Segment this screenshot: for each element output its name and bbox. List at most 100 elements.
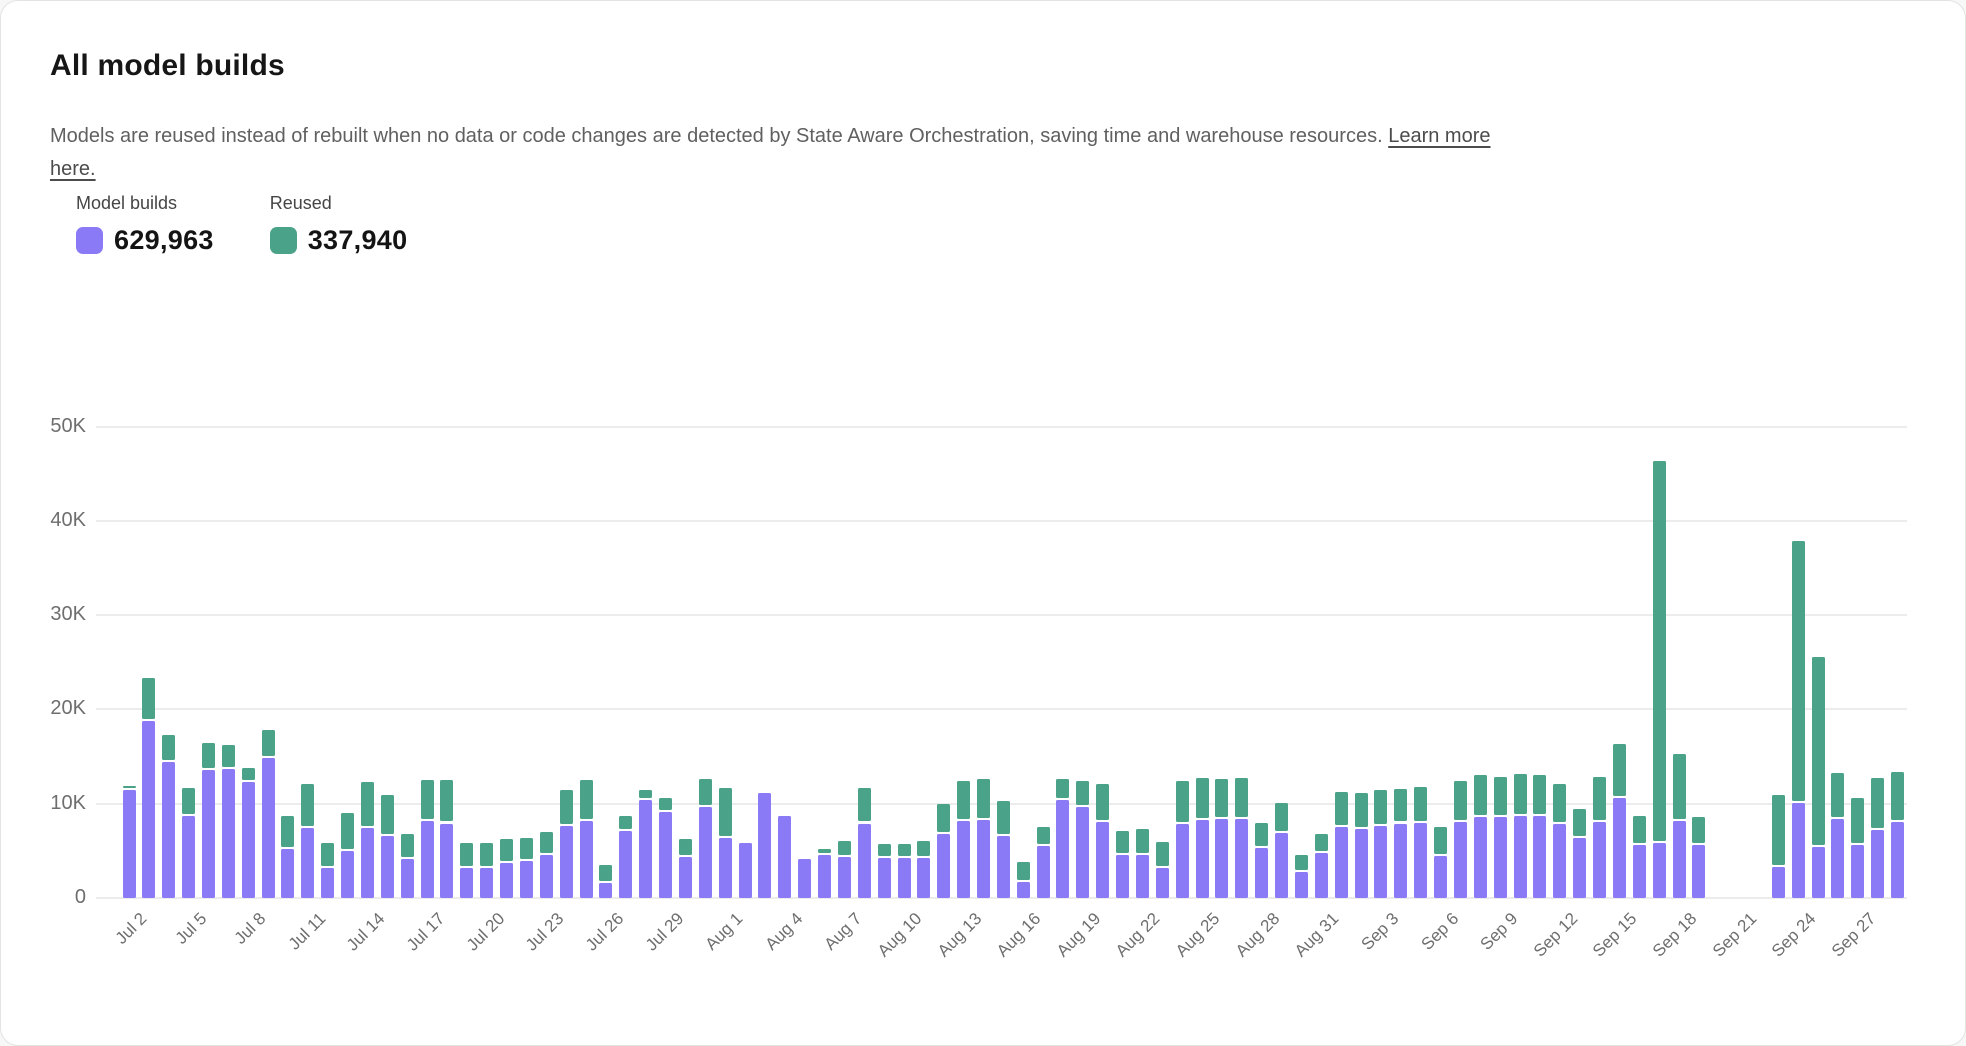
bar-builds-aug-4[interactable] — [778, 815, 792, 898]
bar-builds-aug-21[interactable] — [1116, 854, 1130, 898]
bar-reused-sep-2[interactable] — [1354, 793, 1368, 828]
bar-builds-jul-29[interactable] — [659, 812, 673, 898]
bar-reused-sep-11[interactable] — [1533, 775, 1547, 814]
bar-builds-aug-6[interactable] — [818, 854, 832, 898]
bar-reused-jul-14[interactable] — [360, 781, 374, 827]
bar-reused-aug-6[interactable] — [818, 848, 832, 853]
learn-more-link[interactable]: Learn more here. — [50, 125, 1491, 180]
bar-builds-aug-31[interactable] — [1314, 852, 1328, 898]
bar-reused-aug-28[interactable] — [1255, 823, 1269, 846]
bar-reused-aug-27[interactable] — [1235, 778, 1249, 817]
bar-builds-sep-15[interactable] — [1612, 798, 1626, 898]
bar-reused-jul-29[interactable] — [659, 797, 673, 811]
bar-builds-aug-16[interactable] — [1016, 881, 1030, 898]
bar-reused-sep-16[interactable] — [1632, 815, 1646, 844]
bar-builds-jul-3[interactable] — [142, 720, 156, 898]
bar-builds-jul-25[interactable] — [579, 820, 593, 898]
bar-builds-aug-17[interactable] — [1036, 846, 1050, 898]
bar-builds-sep-6[interactable] — [1434, 855, 1448, 898]
bar-reused-jul-28[interactable] — [639, 790, 653, 798]
bar-builds-sep-2[interactable] — [1354, 829, 1368, 898]
bar-reused-sep-27[interactable] — [1851, 797, 1865, 844]
bar-builds-jul-21[interactable] — [500, 863, 514, 898]
bar-reused-jul-3[interactable] — [142, 678, 156, 719]
bar-builds-jul-6[interactable] — [201, 769, 215, 898]
bar-builds-sep-28[interactable] — [1871, 830, 1885, 898]
bar-reused-jul-9[interactable] — [261, 730, 275, 757]
bar-builds-aug-12[interactable] — [937, 833, 951, 898]
bar-reused-sep-23[interactable] — [1771, 795, 1785, 865]
bar-reused-jul-10[interactable] — [281, 815, 295, 847]
bar-reused-jul-22[interactable] — [519, 837, 533, 860]
bar-builds-sep-24[interactable] — [1791, 802, 1805, 898]
bar-reused-sep-28[interactable] — [1871, 778, 1885, 829]
bar-reused-jul-11[interactable] — [301, 783, 315, 827]
bar-reused-jul-24[interactable] — [559, 790, 573, 825]
bar-reused-aug-8[interactable] — [857, 788, 871, 822]
bar-reused-aug-14[interactable] — [976, 779, 990, 818]
bar-builds-sep-10[interactable] — [1513, 815, 1527, 898]
bar-reused-sep-26[interactable] — [1831, 773, 1845, 817]
bar-reused-aug-9[interactable] — [877, 844, 891, 857]
bar-reused-aug-26[interactable] — [1215, 779, 1229, 817]
bar-builds-aug-30[interactable] — [1294, 871, 1308, 898]
bar-builds-aug-25[interactable] — [1195, 819, 1209, 898]
bar-builds-sep-11[interactable] — [1533, 815, 1547, 898]
bar-builds-aug-29[interactable] — [1275, 832, 1289, 898]
bar-builds-jul-31[interactable] — [698, 807, 712, 898]
bar-builds-jul-17[interactable] — [420, 820, 434, 898]
bar-reused-aug-23[interactable] — [1155, 842, 1169, 866]
bar-reused-sep-1[interactable] — [1334, 792, 1348, 826]
bar-builds-aug-22[interactable] — [1135, 854, 1149, 898]
bar-builds-jul-27[interactable] — [619, 831, 633, 898]
bar-builds-aug-1[interactable] — [718, 837, 732, 898]
bar-builds-sep-8[interactable] — [1473, 816, 1487, 898]
bar-reused-aug-31[interactable] — [1314, 833, 1328, 851]
bar-reused-sep-14[interactable] — [1593, 777, 1607, 820]
bar-builds-aug-27[interactable] — [1235, 818, 1249, 898]
bar-reused-sep-24[interactable] — [1791, 541, 1805, 801]
bar-builds-sep-29[interactable] — [1891, 821, 1905, 898]
bar-builds-sep-3[interactable] — [1374, 826, 1388, 898]
bar-reused-aug-18[interactable] — [1056, 779, 1070, 798]
bar-reused-jul-6[interactable] — [201, 743, 215, 768]
bar-reused-jul-30[interactable] — [678, 839, 692, 856]
bar-reused-jul-12[interactable] — [321, 843, 335, 866]
bar-reused-jul-27[interactable] — [619, 815, 633, 830]
bar-reused-aug-24[interactable] — [1175, 780, 1189, 823]
bar-builds-sep-7[interactable] — [1453, 821, 1467, 898]
bar-reused-sep-3[interactable] — [1374, 790, 1388, 825]
bar-reused-sep-9[interactable] — [1493, 777, 1507, 815]
bar-builds-jul-7[interactable] — [221, 768, 235, 898]
bar-builds-aug-20[interactable] — [1096, 821, 1110, 898]
bar-builds-jul-13[interactable] — [341, 850, 355, 898]
bar-reused-jul-17[interactable] — [420, 780, 434, 819]
bar-reused-aug-1[interactable] — [718, 788, 732, 836]
bar-builds-sep-27[interactable] — [1851, 845, 1865, 898]
bar-builds-jul-8[interactable] — [241, 782, 255, 898]
bar-builds-jul-19[interactable] — [460, 867, 474, 898]
bar-reused-aug-21[interactable] — [1116, 830, 1130, 853]
bar-builds-sep-16[interactable] — [1632, 845, 1646, 898]
bar-reused-jul-5[interactable] — [182, 788, 196, 814]
bar-builds-aug-11[interactable] — [917, 858, 931, 898]
bar-reused-sep-12[interactable] — [1553, 783, 1567, 822]
bar-reused-jul-18[interactable] — [440, 780, 454, 822]
bar-reused-jul-26[interactable] — [599, 864, 613, 881]
bar-builds-jul-5[interactable] — [182, 815, 196, 898]
bar-reused-jul-16[interactable] — [400, 833, 414, 858]
bar-builds-sep-12[interactable] — [1553, 823, 1567, 898]
bar-reused-aug-22[interactable] — [1135, 829, 1149, 853]
bar-reused-sep-19[interactable] — [1692, 816, 1706, 844]
bar-builds-jul-10[interactable] — [281, 848, 295, 898]
bar-builds-aug-9[interactable] — [877, 858, 891, 898]
bar-builds-aug-13[interactable] — [957, 820, 971, 898]
bar-builds-jul-23[interactable] — [539, 854, 553, 898]
bar-reused-sep-10[interactable] — [1513, 774, 1527, 814]
bar-builds-aug-14[interactable] — [976, 819, 990, 898]
bar-reused-jul-8[interactable] — [241, 767, 255, 780]
bar-builds-sep-1[interactable] — [1334, 827, 1348, 898]
bar-reused-jul-19[interactable] — [460, 843, 474, 866]
bar-builds-jul-9[interactable] — [261, 758, 275, 898]
bar-reused-jul-4[interactable] — [162, 734, 176, 761]
